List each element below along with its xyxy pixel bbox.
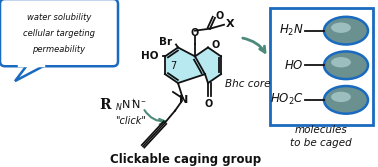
Polygon shape: [165, 47, 205, 83]
Polygon shape: [15, 65, 45, 81]
Text: Br: Br: [159, 37, 172, 47]
Text: N: N: [132, 100, 140, 110]
Text: $HO_2C$: $HO_2C$: [270, 92, 304, 107]
Text: water solubility: water solubility: [27, 13, 91, 22]
Text: Bhc core: Bhc core: [225, 79, 271, 89]
Text: $^-$: $^-$: [139, 97, 147, 106]
Ellipse shape: [331, 57, 351, 67]
Ellipse shape: [324, 86, 368, 114]
Ellipse shape: [331, 23, 351, 33]
Text: $^+$: $^+$: [129, 97, 136, 106]
Ellipse shape: [324, 17, 368, 44]
Text: X: X: [226, 19, 235, 29]
Polygon shape: [195, 47, 221, 83]
Text: cellular targeting: cellular targeting: [23, 29, 95, 38]
Text: Clickable caging group: Clickable caging group: [110, 153, 262, 166]
Text: N: N: [122, 100, 130, 110]
Text: O: O: [205, 99, 213, 109]
FancyBboxPatch shape: [0, 0, 118, 66]
Text: "click": "click": [115, 116, 146, 126]
Text: O: O: [191, 28, 199, 38]
Text: $_N$: $_N$: [115, 102, 123, 114]
Text: R: R: [99, 98, 111, 112]
Ellipse shape: [324, 51, 368, 79]
FancyBboxPatch shape: [270, 8, 373, 125]
Text: N: N: [180, 95, 189, 105]
Text: M: M: [172, 90, 173, 91]
Text: $H_2N$: $H_2N$: [279, 23, 304, 38]
Text: O: O: [211, 40, 219, 50]
Text: 7: 7: [170, 61, 176, 71]
Ellipse shape: [331, 92, 351, 102]
Text: molecules
to be caged: molecules to be caged: [290, 125, 352, 148]
Text: $HO$: $HO$: [284, 59, 304, 72]
Text: HO: HO: [141, 51, 159, 61]
Text: permeability: permeability: [33, 45, 85, 54]
Text: O: O: [216, 11, 224, 21]
